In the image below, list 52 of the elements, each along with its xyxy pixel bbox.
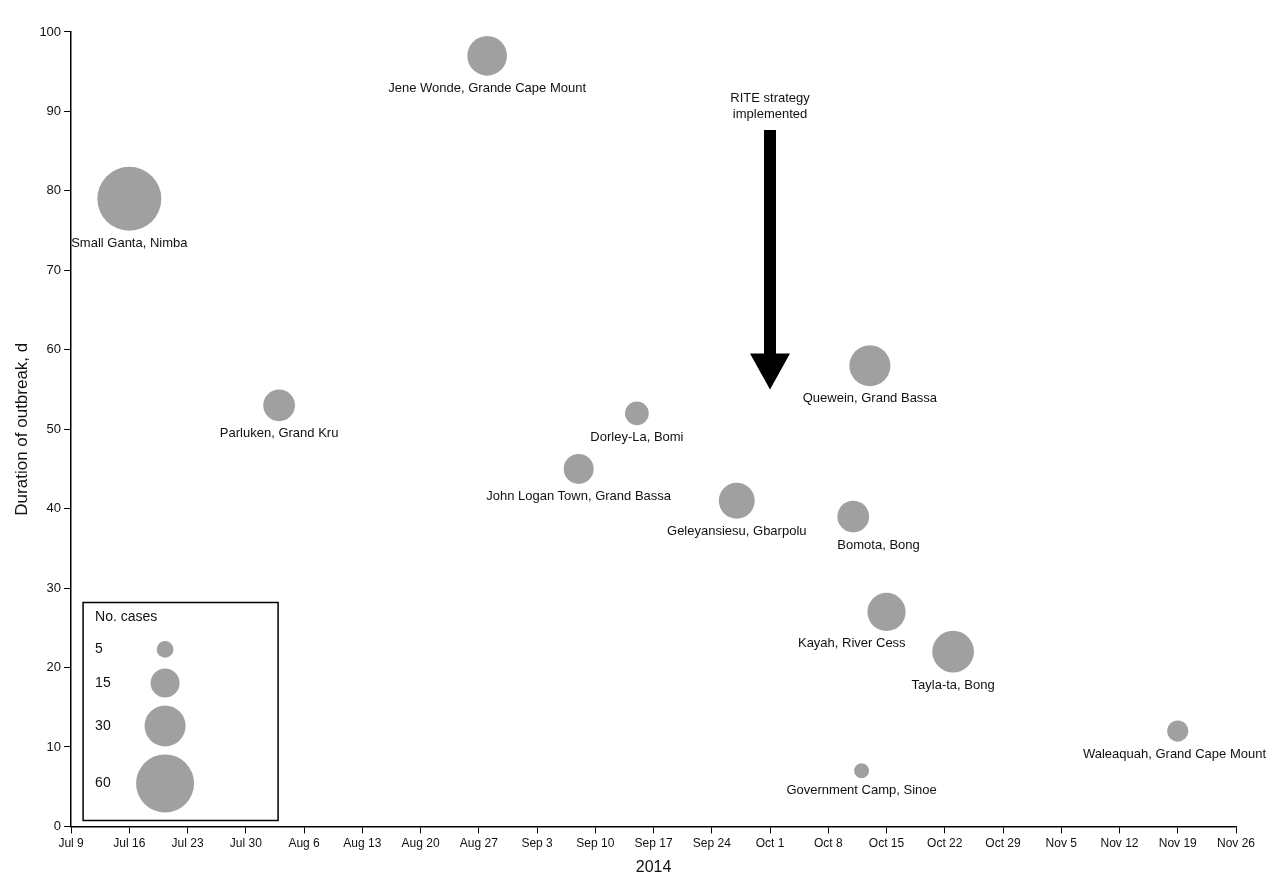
y-tick-label: 30 xyxy=(46,579,62,595)
y-tick-label: 10 xyxy=(46,738,62,754)
x-tick-label: Oct 8 xyxy=(813,835,843,850)
x-tick-label: Jul 23 xyxy=(171,835,204,850)
x-tick-label: Aug 13 xyxy=(343,835,382,850)
x-tick-label: Aug 20 xyxy=(401,835,440,850)
y-tick-label: 60 xyxy=(46,341,62,357)
y-axis-title: Duration of outbreak, d xyxy=(11,342,31,516)
series-label: Bomota, Bong xyxy=(837,536,920,552)
x-tick-label: Jul 30 xyxy=(229,835,263,850)
y-tick-label: 50 xyxy=(46,420,62,436)
series-label: Jene Wonde, Grande Cape Mount xyxy=(388,79,587,95)
legend-label: 5 xyxy=(95,640,104,657)
y-tick-label: 0 xyxy=(53,817,62,833)
x-tick-label: Jul 16 xyxy=(113,835,146,850)
series-label: Tayla-ta, Bong xyxy=(911,676,995,692)
x-tick-label: Oct 15 xyxy=(868,835,905,850)
series-label: Geleyansiesu, Gbarpolu xyxy=(667,522,807,538)
x-tick-label: Sep 3 xyxy=(521,835,554,850)
x-tick-label: Oct 1 xyxy=(755,835,785,850)
x-tick-label: Sep 24 xyxy=(692,835,732,850)
y-tick-label: 100 xyxy=(39,23,62,39)
annotation: RITE strategy implemented xyxy=(730,90,811,122)
series-label: Dorley-La, Bomi xyxy=(590,429,684,445)
x-axis-title: 2014 xyxy=(635,857,672,875)
series-label: Kayah, River Cess xyxy=(797,635,907,651)
series-label: Small Ganta, Nimba xyxy=(71,234,189,250)
x-tick-label: Oct 29 xyxy=(985,835,1022,850)
x-tick-label: Nov 12 xyxy=(1100,835,1139,850)
x-tick-label: Nov 26 xyxy=(1217,835,1256,850)
y-tick-label: 20 xyxy=(46,659,62,675)
y-tick-label: 90 xyxy=(46,103,62,119)
series-label: Quewein, Grand Bassa xyxy=(802,390,938,406)
series-label: John Logan Town, Grand Bassa xyxy=(486,487,672,503)
y-tick-label: 70 xyxy=(46,261,62,277)
series-label: Waleaquah, Grand Cape Mount xyxy=(1082,745,1267,761)
x-tick-label: Nov 5 xyxy=(1045,835,1078,850)
x-tick-label: Aug 27 xyxy=(459,835,499,850)
x-tick-label: Aug 6 xyxy=(288,835,321,850)
x-tick-label: Sep 10 xyxy=(576,835,615,850)
x-tick-label: Jul 9 xyxy=(58,835,85,850)
series-label: Parluken, Grand Kru xyxy=(219,425,339,441)
y-tick-label: 40 xyxy=(46,500,62,516)
x-tick-label: Nov 19 xyxy=(1158,835,1198,850)
x-tick-label: Oct 22 xyxy=(927,835,963,850)
x-tick-label: Sep 17 xyxy=(634,835,673,850)
legend-title: No. cases xyxy=(95,608,158,625)
legend-label: 60 xyxy=(95,774,111,791)
y-tick-label: 80 xyxy=(46,182,62,198)
legend-label: 30 xyxy=(95,716,111,733)
series-label: Government Camp, Sinoe xyxy=(786,782,937,798)
legend-label: 15 xyxy=(95,673,111,690)
